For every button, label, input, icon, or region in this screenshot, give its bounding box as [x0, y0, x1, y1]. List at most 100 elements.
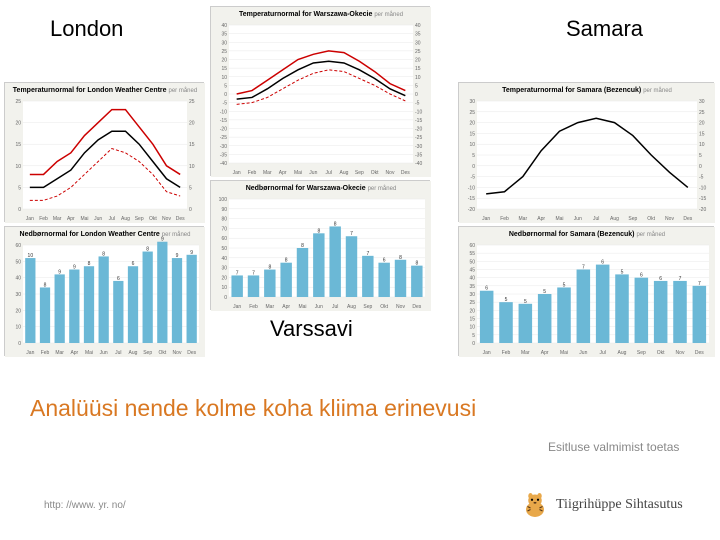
- svg-text:-20: -20: [415, 127, 422, 133]
- svg-text:Apr: Apr: [70, 350, 78, 356]
- svg-text:Nedbørnormal for Warszawa-Okec: Nedbørnormal for Warszawa-Okecie per mån…: [246, 185, 397, 192]
- svg-text:25: 25: [15, 99, 21, 105]
- svg-text:30: 30: [221, 266, 227, 272]
- svg-text:10: 10: [221, 75, 227, 81]
- svg-text:-15: -15: [699, 196, 706, 202]
- chart-samara_temp: -20-20-15-15-10-10-5-5005510101515202025…: [458, 82, 714, 222]
- svg-text:100: 100: [219, 197, 228, 203]
- svg-text:Mar: Mar: [263, 170, 272, 176]
- svg-text:-40: -40: [220, 161, 227, 167]
- svg-text:-15: -15: [468, 196, 475, 202]
- svg-text:15: 15: [189, 142, 195, 148]
- svg-text:-5: -5: [415, 101, 420, 107]
- svg-text:8: 8: [102, 251, 105, 257]
- svg-text:8: 8: [415, 261, 418, 267]
- svg-text:Mar: Mar: [521, 350, 530, 356]
- svg-text:Jun: Jun: [309, 170, 317, 176]
- svg-text:Mai: Mai: [80, 216, 88, 222]
- source-link: http: //www. yr. no/: [44, 500, 126, 511]
- main-analysis-text: Analüüsi nende kolme koha kliima erinevu…: [30, 395, 476, 422]
- svg-text:Feb: Feb: [248, 170, 257, 176]
- svg-text:5: 5: [224, 83, 227, 89]
- svg-text:5: 5: [415, 83, 418, 89]
- svg-text:Okt: Okt: [647, 216, 655, 222]
- svg-text:-5: -5: [699, 175, 704, 181]
- svg-text:-5: -5: [471, 175, 476, 181]
- svg-text:30: 30: [415, 40, 421, 46]
- svg-text:25: 25: [415, 49, 421, 55]
- svg-text:Aug: Aug: [347, 304, 356, 310]
- svg-text:15: 15: [469, 317, 475, 323]
- svg-text:Jun: Jun: [579, 350, 587, 356]
- svg-text:8: 8: [317, 228, 320, 234]
- svg-text:25: 25: [189, 99, 195, 105]
- svg-text:Nedbørnormal for London Weathe: Nedbørnormal for London Weather Centre p…: [20, 231, 191, 238]
- svg-text:Temperaturnormal for Warszawa-: Temperaturnormal for Warszawa-Okecie per…: [239, 11, 403, 18]
- svg-text:Jun: Jun: [315, 304, 323, 310]
- svg-text:Nov: Nov: [665, 216, 674, 222]
- svg-text:6: 6: [659, 276, 662, 282]
- svg-text:Jun: Jun: [100, 350, 108, 356]
- svg-text:Mar: Mar: [266, 304, 275, 310]
- svg-text:Apr: Apr: [541, 350, 549, 356]
- svg-text:6: 6: [485, 286, 488, 292]
- svg-text:-15: -15: [220, 118, 227, 124]
- svg-text:8: 8: [146, 247, 149, 253]
- svg-text:0: 0: [18, 207, 21, 213]
- svg-text:5: 5: [621, 269, 624, 275]
- svg-text:Jul: Jul: [593, 216, 599, 222]
- svg-text:-20: -20: [468, 207, 475, 213]
- svg-text:8: 8: [88, 261, 91, 267]
- svg-text:Feb: Feb: [39, 216, 48, 222]
- svg-text:7: 7: [366, 251, 369, 257]
- svg-text:0: 0: [224, 92, 227, 98]
- chart-london_temp: 00551010151520202525JanFebMarAprMaiJunJu…: [4, 82, 204, 222]
- svg-text:Feb: Feb: [249, 304, 258, 310]
- svg-text:Aug: Aug: [610, 216, 619, 222]
- svg-text:35: 35: [469, 284, 475, 290]
- svg-text:-30: -30: [220, 144, 227, 150]
- svg-text:45: 45: [469, 268, 475, 274]
- svg-text:30: 30: [469, 99, 475, 105]
- svg-text:9: 9: [58, 269, 61, 275]
- svg-text:10: 10: [699, 142, 705, 148]
- svg-text:Jan: Jan: [26, 216, 34, 222]
- svg-text:15: 15: [415, 66, 421, 72]
- svg-text:20: 20: [415, 58, 421, 64]
- svg-text:Des: Des: [176, 216, 185, 222]
- svg-text:Mai: Mai: [298, 304, 306, 310]
- chart-warsaw_temp: -40-40-35-35-30-30-25-25-20-20-15-15-10-…: [210, 6, 430, 176]
- svg-text:Mar: Mar: [519, 216, 528, 222]
- svg-text:25: 25: [221, 49, 227, 55]
- svg-text:5: 5: [543, 289, 546, 295]
- svg-text:5: 5: [189, 185, 192, 191]
- svg-text:-25: -25: [220, 135, 227, 141]
- svg-text:60: 60: [221, 236, 227, 242]
- svg-text:Nov: Nov: [396, 304, 405, 310]
- chart-london_precip: 01020304050601089988668999JanFebMarAprMa…: [4, 226, 204, 356]
- svg-text:Mar: Mar: [53, 216, 62, 222]
- svg-text:0: 0: [189, 207, 192, 213]
- svg-text:8: 8: [285, 258, 288, 264]
- svg-text:-30: -30: [415, 144, 422, 150]
- svg-text:5: 5: [563, 282, 566, 288]
- chart-warsaw_precip: 0102030405060708090100778888877688JanFeb…: [210, 180, 430, 310]
- svg-text:Nov: Nov: [162, 216, 171, 222]
- svg-text:-5: -5: [223, 101, 228, 107]
- svg-text:Sep: Sep: [355, 170, 364, 176]
- svg-text:Jul: Jul: [332, 304, 338, 310]
- svg-text:Nedbørnormal for Samara (Bezen: Nedbørnormal for Samara (Bezencuk) per m…: [509, 231, 665, 238]
- svg-text:Aug: Aug: [340, 170, 349, 176]
- svg-text:Aug: Aug: [121, 216, 130, 222]
- svg-text:Jan: Jan: [26, 350, 34, 356]
- svg-text:9: 9: [73, 265, 76, 271]
- svg-text:6: 6: [383, 258, 386, 264]
- svg-text:7: 7: [236, 270, 239, 276]
- svg-text:10: 10: [415, 75, 421, 81]
- svg-text:9: 9: [190, 250, 193, 256]
- svg-text:10: 10: [15, 164, 21, 170]
- svg-text:10: 10: [469, 142, 475, 148]
- svg-text:6: 6: [117, 276, 120, 282]
- svg-text:20: 20: [469, 121, 475, 127]
- svg-text:Des: Des: [187, 350, 196, 356]
